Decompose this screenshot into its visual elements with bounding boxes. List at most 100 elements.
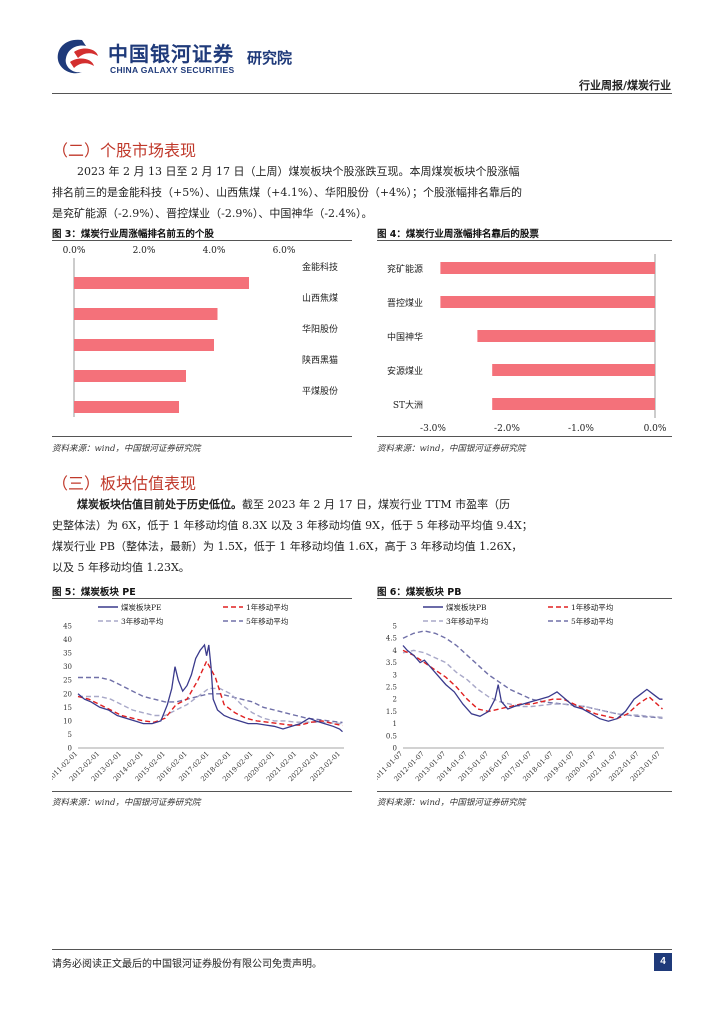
company-name-cn: 中国银河证券 [108,42,234,66]
fig5-title: 图 5：煤炭板块 PE [52,587,136,598]
y-tick-label: 1.5 [386,708,397,716]
legend-label: 3年移动平均 [446,616,488,626]
series-line [402,630,663,719]
fig5-chart: 煤炭板块PE 1年移动平均 3年移动平均 5年移动平均 0 5 10 15 20 25 30 35 40… [52,602,344,783]
para-line: 以及 5 年移动均值 1.23X。 [52,561,190,574]
series-line [78,676,343,724]
y-tick-label: 10 [63,717,72,725]
category-label: 陕西黑猫 [302,354,338,366]
category-label: 华阳股份 [302,323,338,335]
bar [492,398,655,410]
legend-label: 3年移动平均 [121,616,163,626]
header-rule [52,93,672,94]
x-tick-label: -1.0% [568,424,594,434]
category-label: 晋控煤业 [387,297,423,309]
section-title-stock-performance: （二）个股市场表现 [52,141,197,160]
fig6-rule [377,598,672,599]
y-tick-label: 0.5 [386,732,397,740]
series-line [402,645,663,722]
fig5-rule [52,598,352,599]
category-label: 中国神华 [387,331,423,343]
y-tick-label: 30 [63,663,72,671]
y-tick-label: 35 [63,650,72,658]
legend-label: 5年移动平均 [246,616,288,626]
company-name-en: CHINA GALAXY SECURITIES [110,65,235,75]
page-number: 4 [654,953,672,971]
y-tick-label: 20 [63,690,72,698]
bar [74,277,249,289]
para-line: 2023 年 2 月 13 日至 2 月 17 日（上周）煤炭板块个股涨跌互现。… [77,165,520,178]
footer-rule [52,949,672,950]
fig3-source: 资料来源：wind，中国银河证券研究院 [52,444,201,454]
series-line [77,643,343,733]
para-bold-lead: 煤炭板块估值目前处于历史低位。 [77,498,242,511]
fig4-source: 资料来源：wind，中国银河证券研究院 [377,444,526,454]
legend-label: 1年移动平均 [571,602,613,612]
x-tick-label: 2.0% [133,246,156,256]
header: 中国银河证券 CHINA GALAXY SECURITIES 研究院 行业周报/… [0,0,724,100]
para-lead-rest: 截至 2023 年 2 月 17 日，煤炭行业 TTM 市盈率（历 [242,498,511,511]
section3-paragraph: 煤炭板块估值目前处于历史低位。截至 2023 年 2 月 17 日，煤炭行业 T… [52,494,672,578]
bar [74,401,179,413]
fig4-title: 图 4：煤炭行业周涨幅排名靠后的股票 [377,229,539,240]
fig6-title: 图 6：煤炭板块 PB [377,587,462,598]
category-label: 兖矿能源 [387,263,423,275]
bar [74,370,186,382]
y-tick-label: 5 [393,623,397,631]
y-tick-label: 45 [63,623,72,631]
legend-label: 1年移动平均 [246,602,288,612]
x-tick-label: 4.0% [203,246,226,256]
institute-name: 研究院 [247,49,293,67]
y-tick-label: 4.5 [386,635,397,643]
x-tick-label: -2.0% [494,424,520,434]
x-tick-label: -3.0% [420,424,446,434]
y-tick-label: 0 [393,745,397,753]
fig4-rule [377,240,672,241]
x-tick-label: 0.0% [644,424,667,434]
bar [440,262,655,274]
y-tick-label: 0 [68,745,72,753]
fig6-source: 资料来源：wind，中国银河证券研究院 [377,798,526,808]
fig3-title: 图 3：煤炭行业周涨幅排名前五的个股 [52,229,214,240]
y-tick-label: 40 [63,636,72,644]
bar [74,308,218,320]
category-label: 安源煤业 [387,365,423,377]
y-tick-label: 25 [63,677,72,685]
section-title-valuation: （三）板块估值表现 [52,474,197,493]
category-label: 山西焦煤 [302,292,338,304]
series-line [402,649,663,718]
y-tick-label: 2.5 [386,684,397,692]
fig3-rule [52,240,352,241]
y-tick-label: 3.5 [386,659,397,667]
fig5-bottom-rule [52,791,352,792]
legend-label: 煤炭板块PB [446,602,487,612]
y-tick-label: 5 [68,731,72,739]
para-line: 是兖矿能源（-2.9%）、晋控煤业（-2.9%）、中国神华（-2.4%）。 [52,207,373,220]
footer-disclaimer: 请务必阅读正文最后的中国银河证券股份有限公司免责声明。 [52,959,322,970]
fig5-source: 资料来源：wind，中国银河证券研究院 [52,798,201,808]
para-line: 煤炭板块估值目前处于历史低位。截至 2023 年 2 月 17 日，煤炭行业 T… [52,494,672,515]
category-label: ST大洲 [393,399,423,411]
y-tick-label: 4 [393,647,398,655]
y-tick-label: 1 [393,720,397,728]
x-tick-label: 0.0% [63,246,86,256]
series-line [77,659,343,727]
legend-label: 煤炭板块PE [121,602,162,612]
fig6-bottom-rule [377,791,672,792]
fig4-bottom-rule [377,436,672,437]
y-tick-label: 15 [63,704,72,712]
y-tick-label: 3 [393,671,397,679]
category-label: 金能科技 [302,261,338,273]
legend-label: 5年移动平均 [571,616,613,626]
bar [477,330,655,342]
report-type: 行业周报/煤炭行业 [578,79,671,92]
bar [492,364,655,376]
fig6-chart: 煤炭板块PB 1年移动平均 3年移动平均 5年移动平均 0 0.5 1 1.5 2 2.5 3 3.5… [377,602,664,783]
para-line: 排名前三的是金能科技（+5%）、山西焦煤（+4.1%）、华阳股份（+4%）；个股… [52,186,522,199]
section2-paragraph: 2023 年 2 月 13 日至 2 月 17 日（上周）煤炭板块个股涨跌互现。… [52,161,672,224]
para-line: 煤炭行业 PB（整体法，最新）为 1.5X，低于 1 年移动均值 1.6X，高于… [52,540,523,553]
bar [440,296,655,308]
bar [74,339,214,351]
